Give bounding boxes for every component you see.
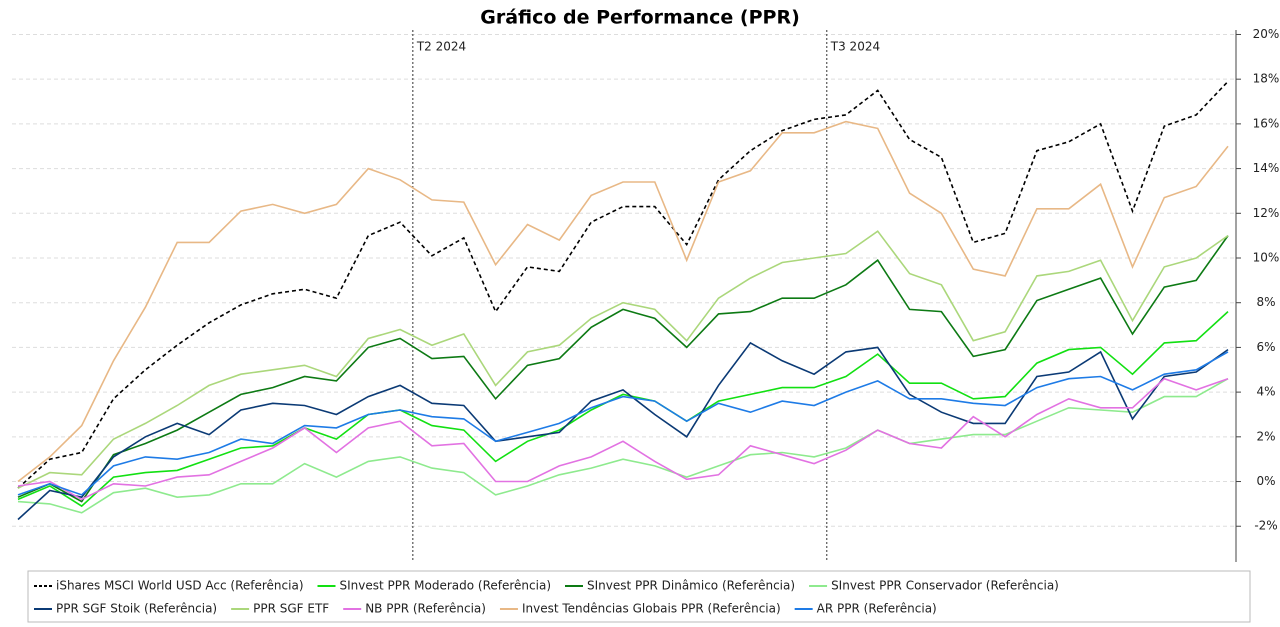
y-tick-label: -2% bbox=[1254, 519, 1277, 533]
y-tick-label: 16% bbox=[1253, 116, 1280, 130]
legend-label: SInvest PPR Dinâmico (Referência) bbox=[587, 579, 795, 593]
series-line bbox=[17, 120, 1229, 483]
y-tick-label: 6% bbox=[1256, 340, 1275, 354]
y-tick-label: 2% bbox=[1256, 429, 1275, 443]
series-line bbox=[17, 341, 1229, 521]
legend-label: SInvest PPR Moderado (Referência) bbox=[340, 579, 552, 593]
legend-label: PPR SGF Stoik (Referência) bbox=[56, 602, 217, 616]
annotation-label: T3 2024 bbox=[830, 40, 880, 54]
legend-label: NB PPR (Referência) bbox=[365, 602, 486, 616]
y-tick-label: 20% bbox=[1253, 27, 1280, 41]
series-line bbox=[17, 378, 1229, 514]
y-tick-label: 12% bbox=[1253, 206, 1280, 220]
series-line bbox=[17, 311, 1229, 508]
legend-label: iShares MSCI World USD Acc (Referência) bbox=[56, 579, 304, 593]
y-tick-label: 8% bbox=[1256, 295, 1275, 309]
chart-title: Gráfico de Performance (PPR) bbox=[480, 7, 800, 29]
series-line bbox=[17, 351, 1229, 496]
legend-label: Invest Tendências Globais PPR (Referênci… bbox=[522, 602, 781, 616]
series-line bbox=[17, 230, 1229, 489]
y-tick-label: 4% bbox=[1256, 385, 1275, 399]
legend-label: AR PPR (Referência) bbox=[817, 602, 937, 616]
legend-label: SInvest PPR Conservador (Referência) bbox=[831, 579, 1059, 593]
series-line bbox=[17, 235, 1229, 503]
legend-label: PPR SGF ETF bbox=[253, 602, 329, 616]
series-line bbox=[17, 80, 1229, 489]
y-tick-label: 0% bbox=[1256, 474, 1275, 488]
legend-box bbox=[27, 570, 1251, 623]
annotation-label: T2 2024 bbox=[416, 40, 466, 54]
y-tick-label: 10% bbox=[1253, 251, 1280, 265]
y-tick-label: 14% bbox=[1253, 161, 1280, 175]
series-line bbox=[17, 377, 1229, 501]
y-tick-label: 18% bbox=[1253, 72, 1280, 86]
